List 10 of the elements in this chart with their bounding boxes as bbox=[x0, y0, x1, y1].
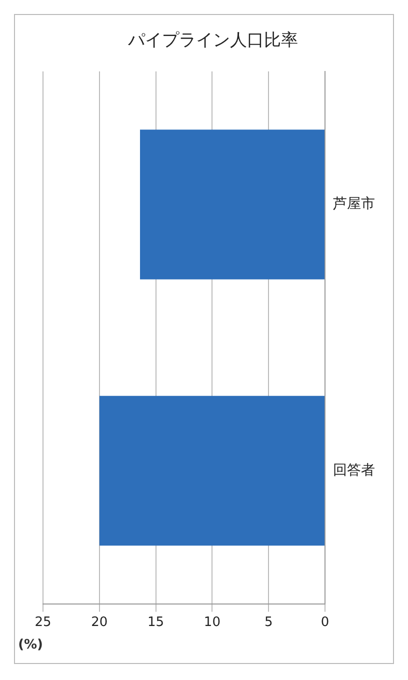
x-axis-title: (%) bbox=[18, 638, 43, 653]
x-tick-label: 20 bbox=[91, 614, 108, 630]
y-tick-label: 回答者 bbox=[333, 462, 375, 478]
x-tick-label: 5 bbox=[264, 614, 273, 630]
y-tick-label: 芦屋市 bbox=[333, 196, 375, 212]
chart-title: パイプライン人口比率 bbox=[127, 30, 298, 51]
x-tick-label: 15 bbox=[148, 614, 164, 630]
x-tick-label: 0 bbox=[320, 614, 330, 630]
x-tick-label: 10 bbox=[204, 614, 220, 630]
x-tick-label: 25 bbox=[34, 614, 52, 630]
